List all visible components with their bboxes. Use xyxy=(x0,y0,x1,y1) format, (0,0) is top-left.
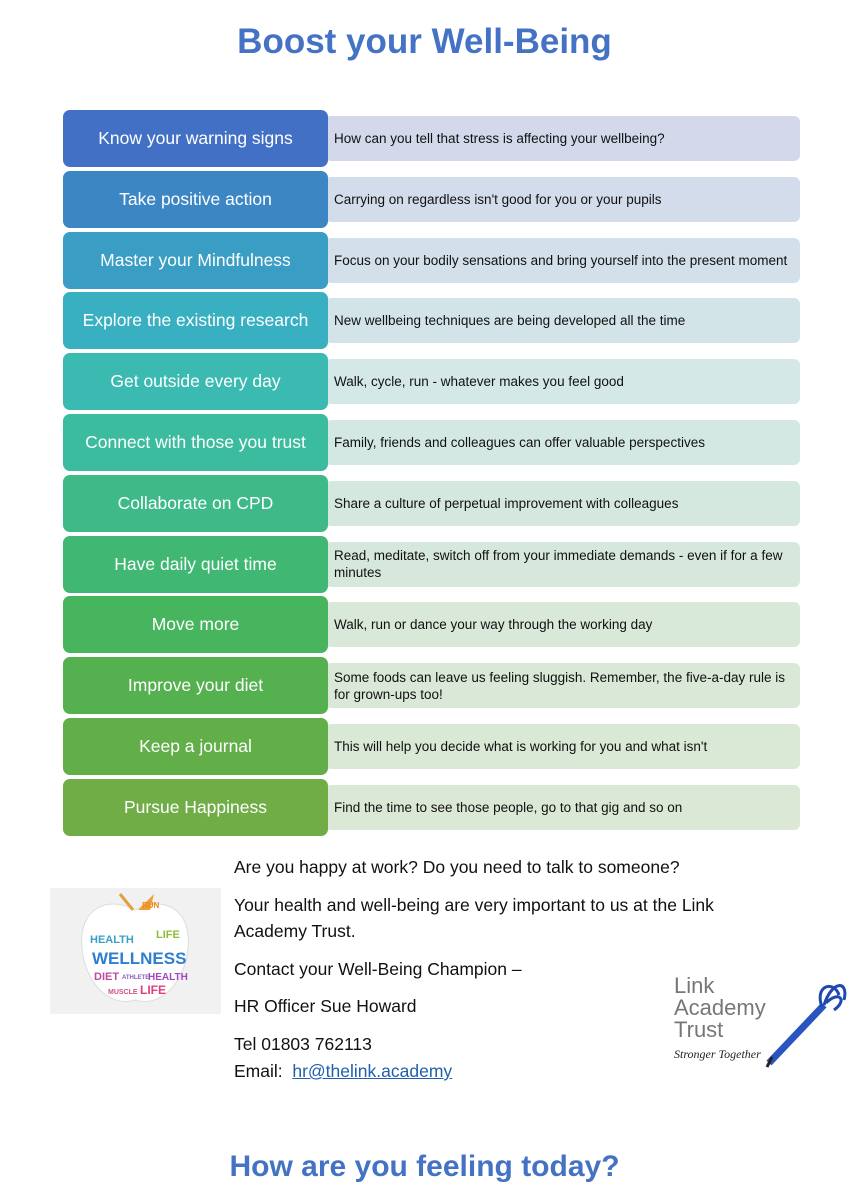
tip-row: Get outside every day Walk, cycle, run - … xyxy=(63,353,800,411)
tip-description: Walk, run or dance your way through the … xyxy=(325,602,800,648)
apple-word-muscle: MUSCLE xyxy=(108,989,138,996)
tip-row: Move more Walk, run or dance your way thr… xyxy=(63,596,800,654)
logo-line1: Link xyxy=(674,973,715,998)
tip-row: Pursue Happiness Find the time to see tho… xyxy=(63,778,800,836)
link-academy-logo: Link Academy Trust Stronger Together xyxy=(674,975,849,1070)
officer-text: HR Officer Sue Howard xyxy=(234,996,417,1016)
tip-label: Master your Mindfulness xyxy=(63,231,328,289)
apple-word-athlete: ATHLETE xyxy=(122,975,149,981)
tip-description: This will help you decide what is workin… xyxy=(325,724,800,769)
tip-description: Carrying on regardless isn't good for yo… xyxy=(325,176,800,222)
apple-word-wellness: WELLNESS xyxy=(92,949,186,968)
tip-row: Improve your diet Some foods can leave us… xyxy=(63,657,800,715)
tip-label: Get outside every day xyxy=(63,353,328,411)
tip-description: Some foods can leave us feeling sluggish… xyxy=(325,663,800,709)
tip-label: Keep a journal xyxy=(63,718,328,775)
tip-description: How can you tell that stress is affectin… xyxy=(325,116,800,161)
tip-description: New wellbeing techniques are being devel… xyxy=(325,298,800,344)
apple-word-diet: DIET xyxy=(94,971,119,983)
page-title: Boost your Well-Being xyxy=(237,22,612,61)
tip-description: Walk, cycle, run - whatever makes you fe… xyxy=(325,359,800,405)
footer-heading: How are you feeling today? xyxy=(229,1150,620,1183)
tip-row: Keep a journal This will help you decide … xyxy=(63,718,800,775)
tip-row: Collaborate on CPD Share a culture of per… xyxy=(63,474,800,532)
tip-row: Connect with those you trust Family, frie… xyxy=(63,414,800,471)
question-text: Are you happy at work? Do you need to ta… xyxy=(234,857,680,877)
importance-text: Your health and well-being are very impo… xyxy=(234,895,714,941)
wellness-apple-image: RUN HEALTH LIFE WELLNESS DIET ATHLETE HE… xyxy=(50,888,221,1014)
tip-description: Family, friends and colleagues can offer… xyxy=(325,420,800,465)
champion-text: Contact your Well-Being Champion – xyxy=(234,959,522,979)
tip-label: Take positive action xyxy=(63,170,328,228)
tip-row: Know your warning signs How can you tell … xyxy=(63,110,800,167)
tip-row: Explore the existing research New wellbei… xyxy=(63,292,800,350)
tip-label: Pursue Happiness xyxy=(63,778,328,836)
apple-word-life-2: LIFE xyxy=(140,983,166,997)
tip-label: Improve your diet xyxy=(63,657,328,715)
tip-label: Have daily quiet time xyxy=(63,535,328,593)
email-line: Email: hr@thelink.academy xyxy=(234,1058,452,1084)
tip-label: Connect with those you trust xyxy=(63,414,328,471)
tip-label: Collaborate on CPD xyxy=(63,474,328,532)
pencil-icon xyxy=(765,984,847,1068)
tip-description: Share a culture of perpetual improvement… xyxy=(325,480,800,526)
logo-tagline: Stronger Together xyxy=(674,1047,761,1061)
tip-label: Explore the existing research xyxy=(63,292,328,350)
tip-description: Focus on your bodily sensations and brin… xyxy=(325,237,800,283)
logo-line3: Trust xyxy=(674,1017,724,1042)
tip-row: Master your Mindfulness Focus on your bod… xyxy=(63,231,800,289)
tip-row: Take positive action Carrying on regardle… xyxy=(63,170,800,228)
apple-word-health-2: HEALTH xyxy=(148,972,188,983)
email-label: Email: xyxy=(234,1061,283,1081)
apple-word-life: LIFE xyxy=(156,929,180,941)
tip-label: Know your warning signs xyxy=(63,110,328,167)
logo-line2: Academy xyxy=(674,995,766,1020)
email-link[interactable]: hr@thelink.academy xyxy=(292,1061,453,1081)
tip-description: Find the time to see those people, go to… xyxy=(325,784,800,830)
tip-row: Have daily quiet time Read, meditate, swi… xyxy=(63,535,800,593)
apple-word-health: HEALTH xyxy=(90,934,134,946)
tel-text: Tel 01803 762113 xyxy=(234,1034,372,1054)
tip-label: Move more xyxy=(63,596,328,654)
tip-description: Read, meditate, switch off from your imm… xyxy=(325,541,800,587)
apple-word-run: RUN xyxy=(142,901,160,910)
